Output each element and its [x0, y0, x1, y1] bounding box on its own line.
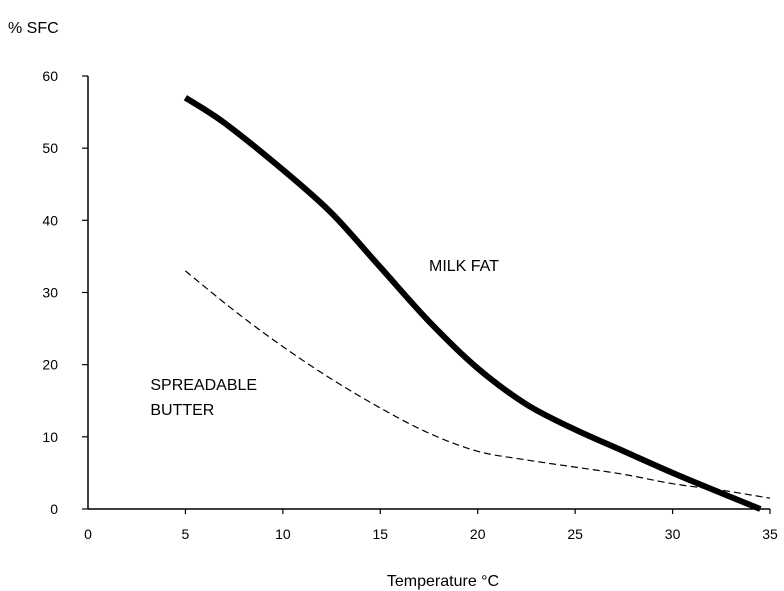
- x-tick-label: 15: [372, 526, 388, 542]
- y-tick-label: 10: [42, 429, 58, 445]
- series-line-spreadable-butter: [185, 270, 771, 499]
- annotation-label: BUTTER: [150, 402, 214, 419]
- y-tick-label: 60: [42, 68, 58, 84]
- annotation-label: MILK FAT: [429, 258, 499, 275]
- series-group: [183, 95, 771, 512]
- x-axis-title: Temperature °C: [387, 573, 499, 590]
- y-tick-label: 40: [42, 212, 58, 228]
- x-tick-label: 10: [275, 526, 291, 542]
- x-tick-label: 35: [762, 526, 778, 542]
- axes-group: [82, 75, 771, 514]
- tick-labels-group: 0 10 20 30 40 50 60 0 5 10 15 20 25 30 35: [42, 68, 778, 542]
- x-tick-label: 5: [182, 526, 190, 542]
- y-axis-title: % SFC: [8, 20, 59, 37]
- y-tick-label: 30: [42, 285, 58, 301]
- x-tick-label: 20: [470, 526, 486, 542]
- y-tick-label: 50: [42, 140, 58, 156]
- annotation-label: SPREADABLE: [150, 377, 257, 394]
- y-tick-label: 20: [42, 357, 58, 373]
- series-line-milk-fat: [183, 95, 762, 512]
- y-tick-label: 0: [50, 501, 58, 517]
- annotations-group: MILK FAT SPREADABLE BUTTER: [150, 258, 499, 419]
- x-tick-label: 0: [84, 526, 92, 542]
- x-tick-label: 25: [567, 526, 583, 542]
- x-tick-label: 30: [665, 526, 681, 542]
